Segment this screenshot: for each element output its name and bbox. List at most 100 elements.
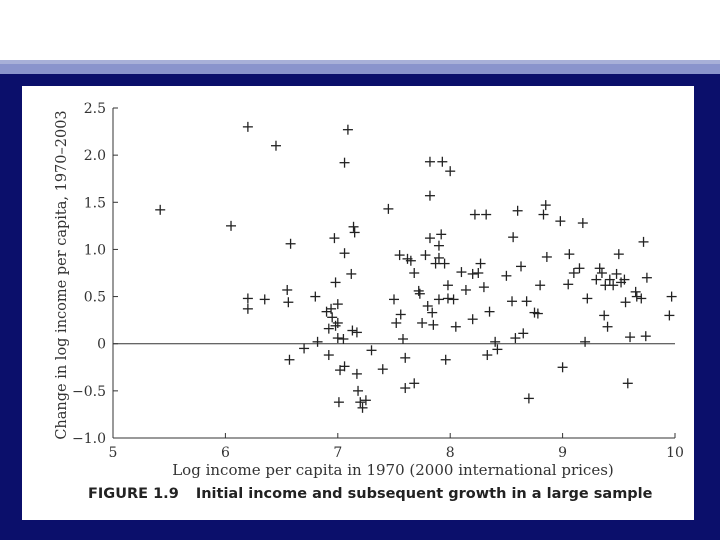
data-point (285, 238, 296, 249)
data-point (270, 140, 281, 151)
x-tick-label: 5 (109, 445, 118, 461)
data-point (641, 272, 652, 283)
data-point (473, 268, 484, 278)
data-point (420, 250, 431, 261)
data-point (501, 270, 512, 281)
data-point (353, 385, 364, 396)
figure-number: FIGURE 1.9 (88, 486, 179, 502)
data-point (310, 291, 321, 302)
data-point (424, 156, 435, 167)
data-point (326, 303, 337, 314)
data-point (535, 280, 546, 291)
data-point (226, 220, 237, 231)
data-point (492, 344, 503, 355)
data-point (591, 274, 602, 285)
data-point (339, 248, 350, 259)
figure-title: Initial income and subsequent growth in … (195, 486, 653, 502)
data-point (409, 378, 420, 389)
data-point (436, 229, 447, 240)
data-point (283, 297, 294, 308)
data-point (299, 343, 310, 354)
data-point (347, 325, 358, 336)
data-point (478, 282, 489, 293)
data-point (242, 121, 253, 132)
data-point (630, 286, 641, 297)
data-point (445, 166, 456, 177)
data-point (442, 280, 453, 291)
y-tick-label: 2.5 (84, 101, 106, 117)
data-point (355, 397, 366, 408)
y-tick-label: 0.5 (84, 290, 106, 306)
data-point (602, 321, 613, 332)
data-point (312, 336, 323, 347)
data-point (332, 299, 343, 310)
data-point (512, 205, 523, 216)
chart-points (155, 121, 677, 413)
data-point (437, 156, 448, 167)
data-point (329, 233, 340, 244)
data-point (433, 294, 444, 305)
data-point (564, 249, 575, 260)
data-point (594, 263, 605, 274)
data-point (625, 332, 636, 343)
data-point (516, 261, 527, 272)
data-point (400, 383, 411, 394)
header-stripe-light (0, 60, 720, 64)
data-point (424, 190, 435, 201)
data-point (475, 258, 486, 269)
y-tick-label: −0.5 (72, 384, 106, 400)
data-point (348, 221, 359, 232)
data-point (532, 308, 543, 319)
data-point (394, 250, 405, 261)
data-point (422, 301, 433, 311)
data-point (622, 378, 633, 389)
y-tick-label: 0 (97, 337, 106, 353)
data-point (568, 268, 579, 278)
data-point (391, 317, 402, 328)
data-point (428, 319, 439, 330)
data-point (155, 204, 166, 215)
data-point (636, 293, 647, 304)
x-tick-label: 8 (446, 445, 455, 461)
data-point (332, 333, 343, 344)
data-point (332, 317, 343, 328)
data-point (338, 334, 349, 344)
data-point (351, 368, 362, 379)
data-point (482, 350, 493, 361)
data-point (481, 209, 492, 220)
data-point (640, 331, 651, 342)
data-point (417, 317, 428, 328)
data-point (664, 310, 675, 321)
data-point (596, 268, 607, 278)
data-point (450, 321, 461, 332)
data-point (397, 334, 408, 344)
data-point (448, 294, 459, 305)
data-point (439, 258, 450, 269)
data-point (330, 277, 341, 288)
data-point (469, 209, 480, 220)
data-point (259, 294, 270, 305)
data-point (604, 274, 615, 285)
data-point (582, 293, 593, 304)
data-point (413, 285, 424, 296)
data-point (282, 284, 293, 295)
data-point (366, 345, 377, 356)
data-point (557, 362, 568, 373)
y-tick-label: 2.0 (84, 148, 106, 164)
y-tick-label: 1.0 (84, 242, 106, 258)
data-point (484, 306, 495, 317)
data-point (619, 274, 630, 285)
data-point (510, 333, 521, 344)
data-point (242, 293, 253, 304)
header-stripe (0, 64, 720, 74)
data-point (518, 328, 529, 339)
data-point (563, 279, 574, 290)
data-point (430, 258, 441, 269)
data-point (456, 267, 467, 278)
data-point (538, 209, 549, 220)
data-point (284, 354, 295, 365)
data-point (342, 124, 353, 135)
data-point (383, 203, 394, 214)
data-point (424, 233, 435, 244)
data-point (414, 288, 425, 299)
